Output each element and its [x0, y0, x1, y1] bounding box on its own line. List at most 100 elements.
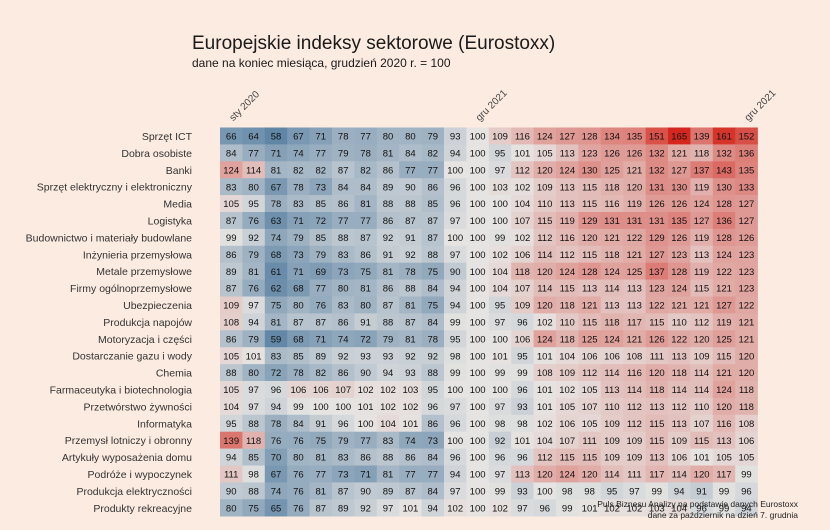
heatmap-cell — [444, 279, 467, 297]
cell-value-label: 73 — [338, 267, 349, 278]
heatmap-cell — [376, 279, 400, 297]
heatmap-cell — [220, 313, 243, 331]
cell-value-label: 78 — [428, 334, 439, 345]
heatmap-cell — [735, 499, 758, 517]
cell-value-label: 113 — [627, 301, 642, 312]
cell-value-label: 80 — [338, 284, 349, 295]
heatmap-cell — [623, 178, 646, 196]
cell-value-label: 96 — [271, 385, 282, 396]
row-label: Ubezpieczenia — [123, 300, 192, 312]
heatmap-cell — [332, 178, 355, 196]
heatmap-cell — [533, 414, 557, 432]
cell-value-label: 115 — [694, 436, 709, 447]
heatmap-cell — [556, 212, 579, 230]
cell-value-label: 94 — [674, 486, 685, 497]
cell-value-label: 67 — [293, 132, 304, 143]
row-label: Przetwórstwo żywności — [83, 401, 192, 413]
cell-value-label: 102 — [358, 385, 374, 396]
cell-value-label: 102 — [380, 385, 396, 396]
cell-value-label: 112 — [672, 402, 687, 413]
heatmap-cell — [488, 465, 512, 483]
cell-value-label: 77 — [316, 470, 327, 481]
heatmap-cell — [578, 381, 602, 399]
heatmap-cell — [354, 245, 378, 263]
heatmap-cell — [578, 499, 602, 517]
heatmap-cell — [287, 212, 310, 230]
heatmap-cell — [332, 414, 355, 432]
cell-value-label: 115 — [537, 216, 552, 227]
heatmap-cell — [444, 414, 467, 432]
heatmap-cell — [466, 364, 490, 382]
cell-value-label: 107 — [559, 436, 575, 447]
heatmap-cell — [712, 195, 736, 213]
cell-value-label: 80 — [248, 368, 259, 379]
cell-value-label: 86 — [428, 182, 439, 193]
cell-value-label: 118 — [649, 385, 664, 396]
heatmap-cell — [264, 245, 288, 263]
cell-value-label: 98 — [248, 470, 259, 481]
cell-value-label: 111 — [224, 470, 238, 481]
cell-value-label: 62 — [271, 284, 282, 295]
cell-value-label: 105 — [223, 351, 239, 362]
cell-value-label: 70 — [271, 453, 282, 464]
heatmap-cell — [712, 499, 736, 517]
heatmap-cell — [712, 347, 736, 365]
cell-value-label: 96 — [450, 182, 461, 193]
heatmap-cell — [220, 127, 243, 145]
heatmap-cell — [668, 431, 691, 449]
heatmap-cell — [264, 127, 288, 145]
cell-value-label: 100 — [470, 317, 486, 328]
heatmap-cell — [623, 161, 646, 179]
cell-value-label: 92 — [248, 233, 259, 244]
cell-value-label: 75 — [428, 301, 439, 312]
heatmap-cell — [712, 330, 736, 348]
cell-value-label: 110 — [560, 317, 575, 328]
heatmap-cell — [220, 397, 243, 416]
heatmap-cell — [556, 381, 579, 399]
heatmap-cell — [444, 313, 467, 331]
heatmap-cell — [444, 144, 467, 162]
cell-value-label: 99 — [450, 368, 461, 379]
heatmap-cell — [376, 330, 400, 348]
heatmap-cell — [556, 448, 579, 466]
cell-value-label: 113 — [560, 148, 575, 159]
cell-value-label: 114 — [604, 368, 619, 379]
cell-value-label: 82 — [316, 368, 327, 379]
heatmap-cell — [287, 431, 310, 449]
cell-value-label: 81 — [271, 165, 282, 176]
heatmap-cell — [668, 178, 691, 196]
cell-value-label: 126 — [649, 334, 665, 345]
heatmap-cell — [376, 364, 400, 382]
heatmap-cell — [309, 245, 333, 263]
cell-value-label: 96 — [696, 503, 707, 514]
heatmap-cell — [735, 381, 758, 399]
heatmap-cell — [511, 212, 534, 230]
heatmap-cell — [421, 127, 445, 145]
heatmap-cell — [466, 144, 490, 162]
heatmap-cell — [600, 482, 624, 500]
cell-value-label: 87 — [405, 216, 416, 227]
heatmap-cell — [444, 364, 467, 382]
heatmap-cell — [264, 296, 288, 314]
cell-value-label: 119 — [694, 267, 709, 278]
cell-value-label: 84 — [338, 182, 349, 193]
heatmap-cell — [287, 499, 310, 517]
heatmap-cell — [287, 330, 310, 348]
cell-value-label: 59 — [271, 334, 282, 345]
heatmap-cell — [287, 127, 310, 145]
heatmap-cell — [220, 262, 243, 280]
heatmap-cell — [309, 127, 333, 145]
cell-value-label: 120 — [694, 470, 710, 481]
heatmap-cell — [712, 127, 736, 145]
cell-value-label: 95 — [450, 334, 461, 345]
cell-value-label: 76 — [293, 486, 304, 497]
cell-value-label: 95 — [607, 486, 618, 497]
cell-value-label: 90 — [405, 182, 416, 193]
heatmap-cell — [556, 397, 579, 416]
cell-value-label: 87 — [338, 486, 349, 497]
heatmap-cell — [712, 448, 736, 466]
cell-value-label: 114 — [537, 284, 552, 295]
cell-value-label: 82 — [316, 165, 327, 176]
heatmap-cell — [488, 448, 512, 466]
cell-value-label: 113 — [649, 402, 664, 413]
